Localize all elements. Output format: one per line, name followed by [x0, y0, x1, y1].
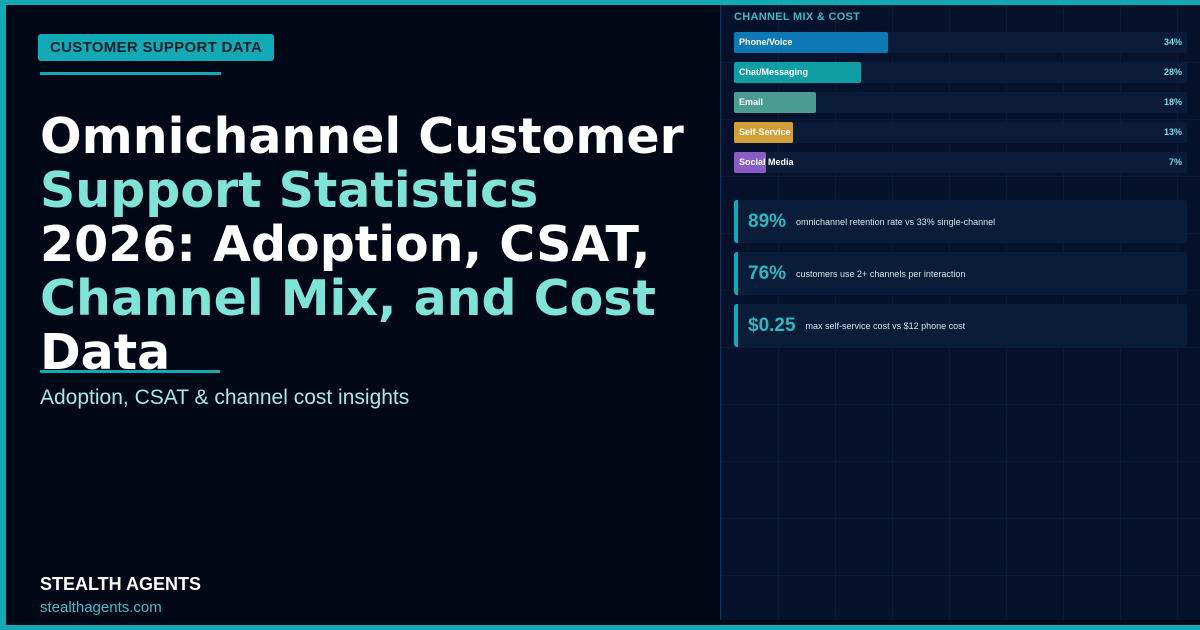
bar-track: Email 18% [734, 92, 1187, 113]
edge [0, 0, 6, 630]
rule [40, 72, 221, 75]
bar-track: Chat/Messaging 28% [734, 62, 1187, 83]
value-label: 13% [1163, 127, 1182, 137]
value-label: 28% [1163, 67, 1182, 77]
left-panel [6, 5, 720, 625]
title: Omnichannel Customer Support Statistics … [40, 110, 684, 380]
bar [734, 92, 816, 113]
value-label: 34% [1163, 37, 1182, 47]
bar-track: Self-Service 13% [734, 122, 1187, 143]
bar [734, 32, 889, 53]
title-line: Support Statistics [40, 162, 539, 219]
bar-label: Social Media [739, 157, 794, 167]
edge [0, 625, 1200, 630]
title-line: Channel Mix, and Cost [40, 270, 656, 327]
stat-card: 89% omnichannel retention rate vs 33% si… [734, 200, 1187, 243]
value-label: 18% [1163, 97, 1182, 107]
value-label: 7% [1168, 157, 1182, 167]
badge: CUSTOMER SUPPORT DATA [38, 34, 275, 61]
stat-value: 89% [748, 210, 787, 232]
stat-text: omnichannel retention rate vs 33% single… [796, 216, 996, 227]
bar-label: Chat/Messaging [739, 67, 809, 77]
brand: STEALTH AGENTS [40, 574, 201, 594]
bar-label: Email [739, 97, 764, 107]
url: stealthagents.com [40, 599, 162, 616]
bar [734, 122, 793, 143]
title-line: 2026: Adoption, CSAT, [40, 216, 651, 273]
stat-value: 76% [748, 262, 787, 284]
stat-text: max self-service cost vs $12 phone cost [805, 320, 966, 331]
subtitle: Adoption, CSAT & channel cost insights [40, 386, 410, 409]
bar [734, 152, 766, 173]
bar-track: Phone/Voice 34% [734, 32, 1187, 53]
title-line: Omnichannel Customer [40, 108, 684, 165]
bar-label: Phone/Voice [739, 37, 793, 47]
stat-card: $0.25 max self-service cost vs $12 phone… [734, 304, 1187, 347]
bar [734, 62, 861, 83]
bar-label: Self-Service [739, 127, 791, 137]
bar-track: Social Media 7% [734, 152, 1187, 173]
stat-card: 76% customers use 2+ channels per intera… [734, 252, 1187, 295]
edge [0, 0, 1200, 5]
chart-title: CHANNEL MIX & COST [734, 11, 861, 23]
stat-value: $0.25 [748, 314, 796, 336]
stat-text: customers use 2+ channels per interactio… [796, 268, 966, 279]
rule [40, 370, 220, 373]
